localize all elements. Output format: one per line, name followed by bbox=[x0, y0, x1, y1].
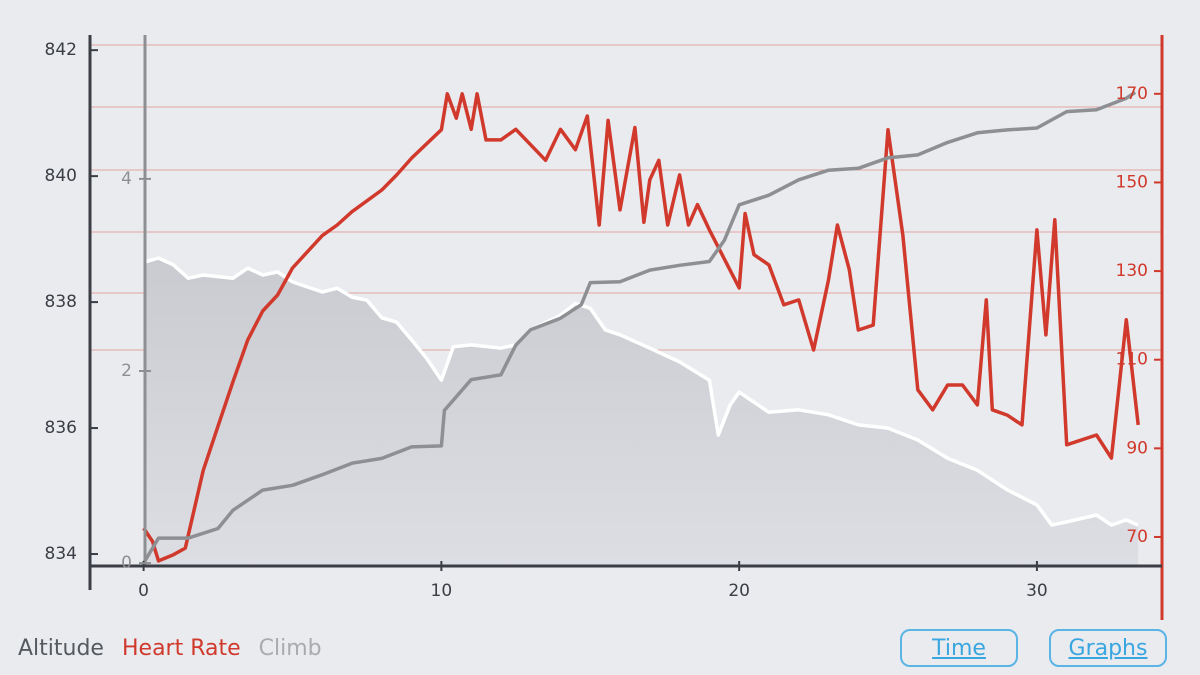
series-line bbox=[143, 256, 1139, 527]
graphs-button[interactable]: Graphs bbox=[1049, 629, 1167, 667]
plot-area bbox=[142, 90, 1140, 566]
series-line bbox=[142, 92, 1140, 563]
y-tick-label: 838 bbox=[45, 292, 77, 312]
legend-item: Heart Rate bbox=[121, 636, 241, 661]
y-tick-label: 842 bbox=[45, 40, 77, 60]
y-tick-label: 840 bbox=[45, 166, 77, 186]
y-tick-label: 836 bbox=[45, 418, 77, 438]
y2-tick-label: 130 bbox=[1116, 261, 1148, 281]
y2-tick-label: 70 bbox=[1126, 527, 1148, 547]
x-tick-label: 30 bbox=[1026, 581, 1048, 601]
x-tick-label: 20 bbox=[728, 581, 750, 601]
legend-item: Climb bbox=[258, 636, 322, 661]
series-line bbox=[142, 90, 1137, 564]
altitude-area bbox=[143, 258, 1139, 566]
time-button[interactable]: Time bbox=[900, 629, 1018, 667]
y2-tick-label: 170 bbox=[1116, 84, 1148, 104]
y2-tick-label: 110 bbox=[1116, 350, 1148, 370]
y-tick-label: 834 bbox=[45, 544, 77, 564]
y3-tick-label: 2 bbox=[121, 361, 132, 381]
x-tick-label: 10 bbox=[431, 581, 453, 601]
x-tick-label: 0 bbox=[138, 581, 149, 601]
y3-tick-label: 0 bbox=[121, 553, 132, 573]
legend-item: Altitude bbox=[18, 636, 104, 661]
y2-tick-label: 90 bbox=[1126, 438, 1148, 458]
y3-tick-label: 4 bbox=[121, 169, 132, 189]
y2-tick-label: 150 bbox=[1116, 172, 1148, 192]
chart: 0 10 20 30 834 836 838 840 842 0 2 4 70 90 110 130 150 17… bbox=[45, 35, 1164, 620]
legend: Altitude Heart Rate Climb bbox=[18, 636, 322, 661]
